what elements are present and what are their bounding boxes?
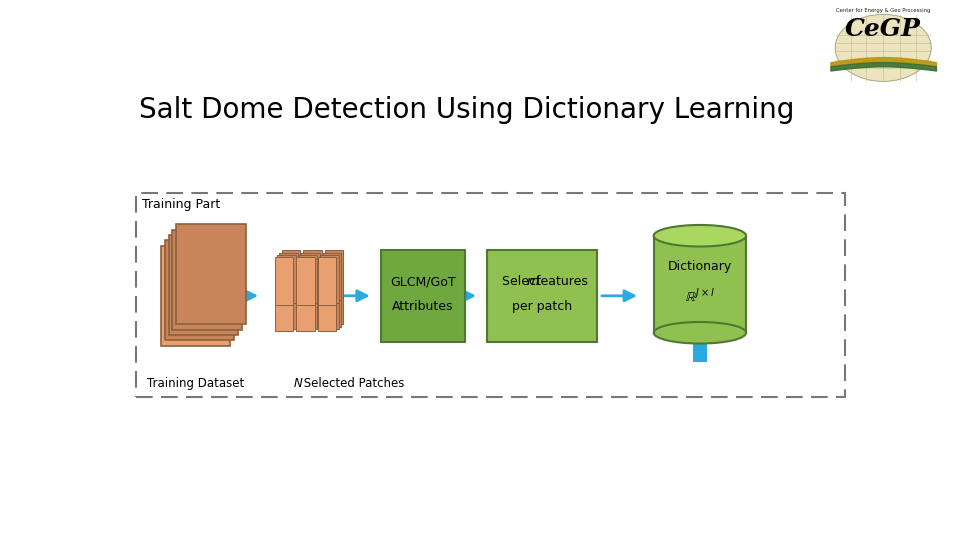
Bar: [282, 276, 300, 325]
Bar: [161, 246, 230, 346]
Bar: [323, 279, 341, 327]
Bar: [321, 281, 339, 329]
Bar: [177, 224, 246, 325]
Bar: [693, 333, 707, 362]
Bar: [324, 276, 344, 325]
Text: Training Dataset: Training Dataset: [147, 377, 244, 390]
Bar: [275, 257, 294, 305]
Bar: [165, 240, 234, 340]
FancyBboxPatch shape: [381, 250, 465, 342]
Bar: [301, 253, 320, 300]
Bar: [297, 257, 315, 305]
FancyBboxPatch shape: [136, 193, 845, 397]
Bar: [279, 279, 298, 327]
Text: Select: Select: [502, 275, 545, 288]
Text: features: features: [532, 275, 588, 288]
Bar: [318, 257, 336, 305]
Bar: [323, 253, 341, 300]
Text: m: m: [527, 275, 539, 288]
Bar: [282, 251, 300, 298]
Text: Selected Patches: Selected Patches: [300, 377, 404, 390]
Text: $\mathbb{R}^{J \times l}$: $\mathbb{R}^{J \times l}$: [685, 287, 715, 305]
Bar: [301, 279, 320, 327]
Bar: [173, 230, 242, 330]
Bar: [275, 284, 294, 331]
Text: Attributes: Attributes: [392, 300, 453, 313]
Bar: [299, 281, 317, 329]
Text: N: N: [294, 377, 302, 390]
Bar: [277, 281, 296, 329]
Bar: [303, 251, 322, 298]
Bar: [169, 235, 238, 335]
Text: Salt Dome Detection Using Dictionary Learning: Salt Dome Detection Using Dictionary Lea…: [139, 96, 795, 124]
Bar: [297, 284, 315, 331]
Bar: [654, 236, 746, 333]
Bar: [299, 255, 317, 303]
Text: Dictionary: Dictionary: [668, 260, 732, 273]
Text: CeGP: CeGP: [845, 17, 922, 42]
Bar: [279, 253, 298, 300]
Text: Training Part: Training Part: [142, 198, 221, 211]
Bar: [324, 251, 344, 298]
Bar: [303, 276, 322, 325]
FancyBboxPatch shape: [487, 250, 597, 342]
Bar: [321, 255, 339, 303]
Text: per patch: per patch: [512, 300, 572, 313]
Ellipse shape: [654, 322, 746, 343]
Text: GLCM/GoT: GLCM/GoT: [390, 275, 455, 288]
Circle shape: [835, 15, 931, 82]
Bar: [318, 284, 336, 331]
Text: Center for Energy & Geo Processing: Center for Energy & Geo Processing: [836, 8, 930, 13]
Ellipse shape: [654, 225, 746, 247]
Bar: [277, 255, 296, 303]
